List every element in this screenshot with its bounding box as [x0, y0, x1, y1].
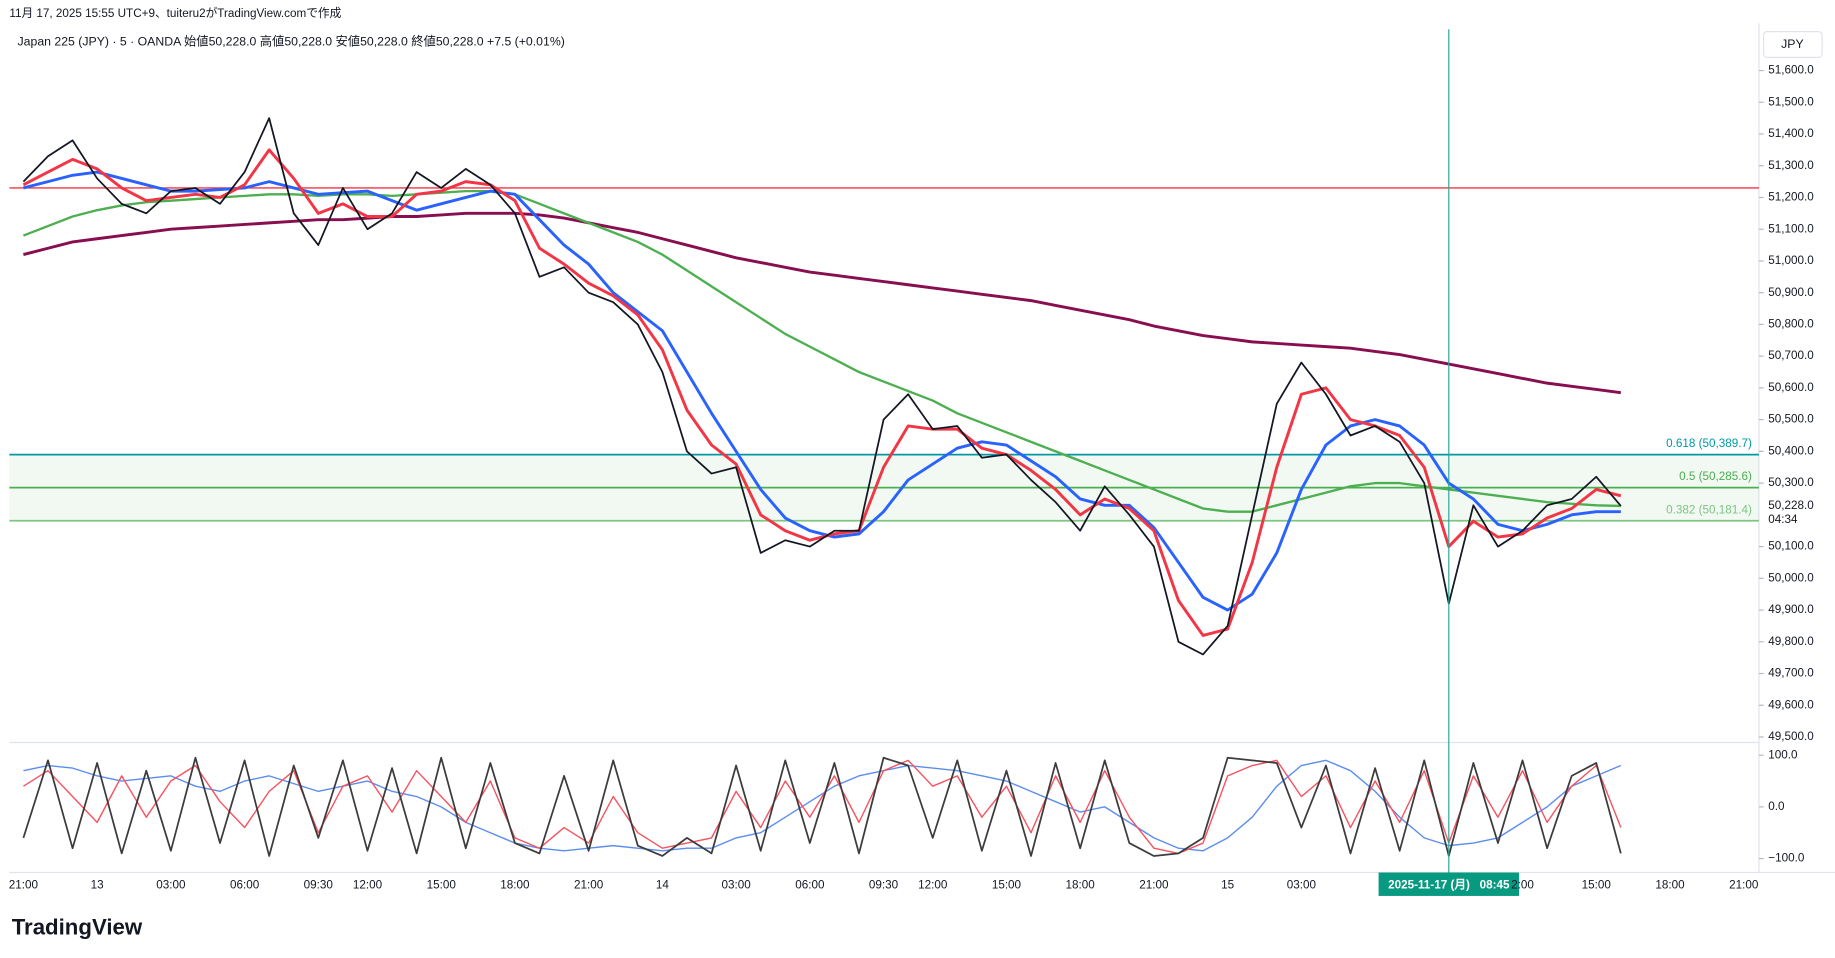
- y-tick-label: 50,300.0: [1768, 476, 1814, 489]
- created-note: 11月 17, 2025 15:55 UTC+9、tuiteru2がTradin…: [9, 6, 341, 20]
- x-tick-label: 03:00: [1287, 878, 1317, 891]
- series-line: [23, 211, 1622, 395]
- y-tick-label: 0.0: [1768, 800, 1785, 813]
- y-tick-label: 51,200.0: [1768, 191, 1814, 204]
- y-tick-label: 51,000.0: [1768, 254, 1814, 267]
- series-line: [23, 759, 1622, 855]
- y-tick-label: 51,500.0: [1768, 95, 1814, 108]
- x-tick-label: 15: [1221, 878, 1234, 891]
- x-tick-label: 15:00: [427, 878, 457, 891]
- x-tick-label: 09:30: [869, 878, 899, 891]
- crosshair-label-box: [1378, 872, 1520, 896]
- y-tick-label: 50,600.0: [1768, 381, 1814, 394]
- currency: JPY: [1781, 37, 1804, 51]
- x-tick-label: 18:00: [1655, 878, 1685, 891]
- x-tick-label: 06:00: [230, 878, 260, 891]
- last-price: 50,228.0: [1768, 499, 1814, 512]
- fib-label: 0.5 (50,285.6): [1679, 470, 1752, 483]
- crosshair-label: 2025-11-17 (月) 08:45: [1388, 878, 1510, 891]
- x-tick-label: 03:00: [156, 878, 186, 891]
- countdown: 04:34: [1768, 513, 1798, 526]
- y-tick-label: 100.0: [1768, 748, 1798, 761]
- y-tick-label: 51,600.0: [1768, 64, 1814, 77]
- x-tick-label: 18:00: [1066, 878, 1096, 891]
- series-line: [22, 756, 1622, 857]
- y-tick-label: 50,400.0: [1768, 444, 1814, 457]
- y-tick-label: 50,500.0: [1768, 413, 1814, 426]
- x-tick-label: 21:00: [1139, 878, 1169, 891]
- x-tick-label: 09:30: [304, 878, 334, 891]
- currency-button[interactable]: [1763, 31, 1823, 58]
- x-tick-label: 2:00: [1511, 878, 1534, 891]
- y-tick-label: −100.0: [1768, 852, 1805, 865]
- x-tick-label: 13: [91, 878, 104, 891]
- x-tick-label: 12:00: [353, 878, 383, 891]
- logo: TradingView: [12, 915, 143, 940]
- x-tick-label: 12:00: [918, 878, 948, 891]
- y-tick-label: 49,600.0: [1768, 698, 1814, 711]
- x-tick-label: 06:00: [795, 878, 825, 891]
- plot: 49,500.0 49,600.0 49,700.0 49,800.0 49,900.0…: [9, 29, 1821, 896]
- y-tick-label: 51,300.0: [1768, 159, 1814, 172]
- y-tick-label: 50,900.0: [1768, 286, 1814, 299]
- series-line: [22, 117, 1622, 656]
- x-tick-label: 21:00: [1729, 878, 1759, 891]
- y-tick-label: 49,700.0: [1768, 667, 1814, 680]
- series-line: [22, 148, 1622, 637]
- x-tick-label: 14: [656, 878, 669, 891]
- fib-label: 0.618 (50,389.7): [1666, 437, 1752, 450]
- x-tick-label: 03:00: [721, 878, 751, 891]
- y-tick-label: 50,000.0: [1768, 571, 1814, 584]
- last-price-box: [1760, 496, 1821, 528]
- fib-label: 0.382 (50,181.4): [1666, 503, 1752, 516]
- x-tick-label: 21:00: [574, 878, 604, 891]
- y-tick-label: 49,800.0: [1768, 635, 1814, 648]
- x-tick-label: 18:00: [500, 878, 530, 891]
- y-tick-label: 50,800.0: [1768, 318, 1814, 331]
- y-tick-label: 51,400.0: [1768, 127, 1814, 140]
- symbol-legend: Japan 225 (JPY) · 5 · OANDA 始値50,228.0 高…: [18, 33, 565, 48]
- y-tick-label: 49,500.0: [1768, 730, 1814, 743]
- y-tick-label: 49,900.0: [1768, 603, 1814, 616]
- x-tick-label: 15:00: [992, 878, 1022, 891]
- x-tick-label: 15:00: [1582, 878, 1612, 891]
- y-tick-label: 50,700.0: [1768, 349, 1814, 362]
- y-tick-label: 51,100.0: [1768, 222, 1814, 235]
- x-tick-label: 21:00: [9, 878, 39, 891]
- y-tick-label: 50,100.0: [1768, 540, 1814, 553]
- series-line: [23, 170, 1621, 612]
